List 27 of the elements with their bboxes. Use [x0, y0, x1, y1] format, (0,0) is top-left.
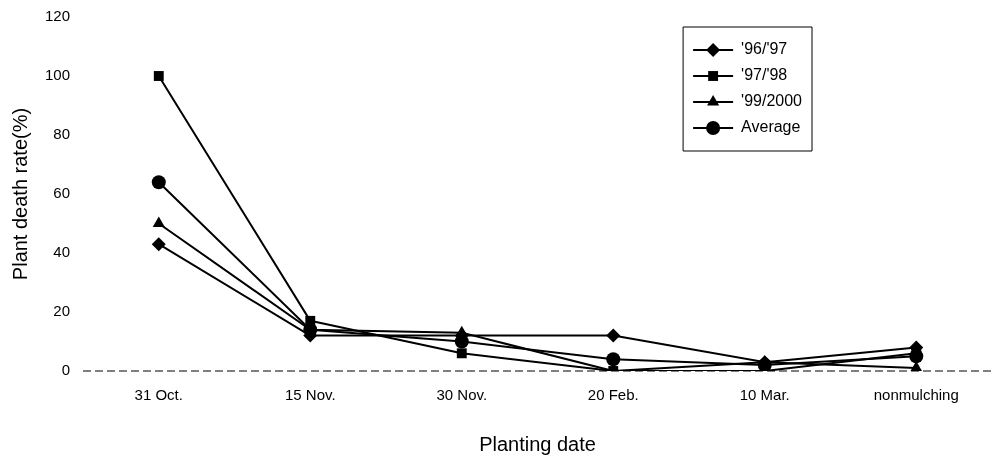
legend-label: '96/'97 [741, 40, 788, 58]
x-tick-label: 15 Nov. [284, 386, 336, 404]
legend-label: '97/'98 [741, 66, 788, 84]
point [305, 315, 316, 326]
legend-label: '99/2000 [741, 92, 803, 110]
x-tick-label: nonmulching [873, 386, 959, 404]
x-axis-title: Planting date [479, 432, 596, 455]
point [606, 328, 621, 343]
y-tick-label: 80 [53, 125, 71, 143]
point [152, 216, 165, 227]
point [151, 175, 166, 190]
point [153, 71, 164, 81]
point [151, 237, 166, 252]
y-tick-label: 60 [53, 184, 71, 202]
y-axis-title: Plant death rate(%) [8, 107, 31, 281]
x-tick-label: 30 Nov. [436, 386, 488, 404]
y-tick-label: 20 [53, 302, 71, 320]
point [606, 352, 621, 367]
x-tick-label: 31 Oct. [134, 386, 183, 404]
y-tick-label: 120 [45, 7, 71, 25]
x-tick-label: 10 Mar. [739, 386, 790, 404]
y-tick-label: 40 [53, 243, 71, 261]
x-tick-label: 20 Feb. [587, 386, 639, 404]
y-tick-label: 100 [45, 66, 71, 84]
y-tick-label: 0 [61, 361, 71, 379]
point [456, 348, 467, 359]
legend-label: Average [741, 118, 801, 136]
